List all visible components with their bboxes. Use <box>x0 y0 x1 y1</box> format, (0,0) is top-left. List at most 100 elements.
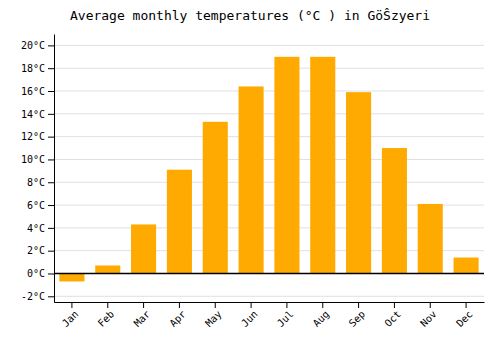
chart: Average monthly temperatures (°C ) in Gö… <box>0 0 500 350</box>
x-tick-label: Dec <box>454 308 475 329</box>
x-tick: Sep <box>347 302 368 329</box>
y-tick-mark <box>48 205 54 206</box>
bar <box>382 148 407 273</box>
grid-line <box>54 136 484 137</box>
y-tick-label: 14°C <box>21 109 45 120</box>
x-tick-label: Oct <box>382 308 403 329</box>
x-tick-mark <box>430 302 431 308</box>
bar <box>131 224 156 273</box>
bar <box>167 170 192 274</box>
y-tick-label: 4°C <box>27 223 45 234</box>
y-tick-mark <box>48 228 54 229</box>
y-tick-mark <box>48 273 54 274</box>
x-axis: Jan Feb Mar Apr May Jun Jul Aug Sep Oct Nov Dec <box>55 302 485 329</box>
y-tick-label: 20°C <box>21 40 45 51</box>
x-tick-label: May <box>203 308 224 329</box>
y-tick: -2°C <box>21 291 54 302</box>
x-tick: Apr <box>167 302 188 329</box>
grid-line <box>54 91 484 92</box>
x-tick: Nov <box>418 302 439 329</box>
y-tick: 8°C <box>27 177 54 188</box>
y-axis-line <box>54 35 55 303</box>
y-tick-mark <box>48 137 54 138</box>
x-tick-label: Aug <box>311 308 332 329</box>
bar <box>59 273 84 281</box>
x-tick: Aug <box>311 302 332 329</box>
y-tick-label: 10°C <box>21 154 45 165</box>
grid <box>54 45 484 296</box>
y-tick: 12°C <box>21 131 54 142</box>
x-tick-label: Apr <box>167 308 188 329</box>
y-tick-label: 16°C <box>21 86 45 97</box>
bar <box>418 204 443 274</box>
grid-line <box>54 182 484 183</box>
grid-line <box>54 296 484 297</box>
x-tick: May <box>203 302 224 329</box>
x-tick-mark <box>143 302 144 308</box>
y-tick: 14°C <box>21 109 54 120</box>
x-tick-mark <box>286 302 287 308</box>
title: Average monthly temperatures (°C ) in Gö… <box>70 8 430 23</box>
y-tick-mark <box>48 296 54 297</box>
y-tick-label: 2°C <box>27 245 45 256</box>
y-tick: 20°C <box>21 40 54 51</box>
y-tick-label: 0°C <box>27 268 45 279</box>
bar <box>95 266 120 274</box>
grid-line <box>54 113 484 114</box>
y-tick-label: 6°C <box>27 200 45 211</box>
x-tick: Jun <box>239 302 260 329</box>
x-tick-mark <box>251 302 252 308</box>
x-axis-line <box>55 302 485 303</box>
y-tick: 6°C <box>27 200 54 211</box>
x-tick-label: Jun <box>239 308 260 329</box>
bar <box>310 57 335 274</box>
y-tick-mark <box>48 182 54 183</box>
grid-line <box>54 273 484 274</box>
y-tick-mark <box>48 159 54 160</box>
x-tick-mark <box>466 302 467 308</box>
y-tick-label: 12°C <box>21 131 45 142</box>
x-tick-mark <box>322 302 323 308</box>
x-tick: Dec <box>454 302 475 329</box>
x-tick-label: Sep <box>347 308 368 329</box>
y-tick-label: 18°C <box>21 63 45 74</box>
y-tick-label: 8°C <box>27 177 45 188</box>
x-tick: Mar <box>132 302 153 329</box>
x-tick-label: Jul <box>275 308 296 329</box>
y-tick-mark <box>48 251 54 252</box>
x-tick-label: Nov <box>418 308 439 329</box>
y-tick: 0°C <box>27 268 54 279</box>
y-tick: 4°C <box>27 223 54 234</box>
x-tick-mark <box>71 302 72 308</box>
y-tick: 10°C <box>21 154 54 165</box>
x-tick-label: Mar <box>132 308 153 329</box>
x-tick: Jan <box>60 302 81 329</box>
y-tick: 18°C <box>21 63 54 74</box>
x-tick-label: Feb <box>96 308 117 329</box>
grid-line <box>54 45 484 46</box>
bar <box>274 57 299 274</box>
y-tick: 2°C <box>27 245 54 256</box>
grid-line <box>54 159 484 160</box>
y-tick-mark <box>48 45 54 46</box>
y-tick-label: -2°C <box>21 291 45 302</box>
x-tick: Feb <box>96 302 117 329</box>
x-tick-mark <box>215 302 216 308</box>
x-tick-mark <box>394 302 395 308</box>
x-tick-mark <box>107 302 108 308</box>
bar <box>346 92 371 273</box>
x-tick: Oct <box>382 302 403 329</box>
bar <box>239 86 264 273</box>
y-tick-mark <box>48 114 54 115</box>
plot: -2°C 0°C 2°C 4°C 6°C 8°C 10°C 12°C 14°C 16°C 18°C 2… <box>21 35 485 329</box>
x-tick: Jul <box>275 302 296 329</box>
y-tick-mark <box>48 91 54 92</box>
x-tick-label: Jan <box>60 308 81 329</box>
bar <box>454 258 479 274</box>
bar <box>203 122 228 274</box>
x-tick-mark <box>179 302 180 308</box>
y-tick: 16°C <box>21 86 54 97</box>
zero-line <box>54 273 484 275</box>
bars <box>54 57 484 282</box>
x-tick-mark <box>358 302 359 308</box>
